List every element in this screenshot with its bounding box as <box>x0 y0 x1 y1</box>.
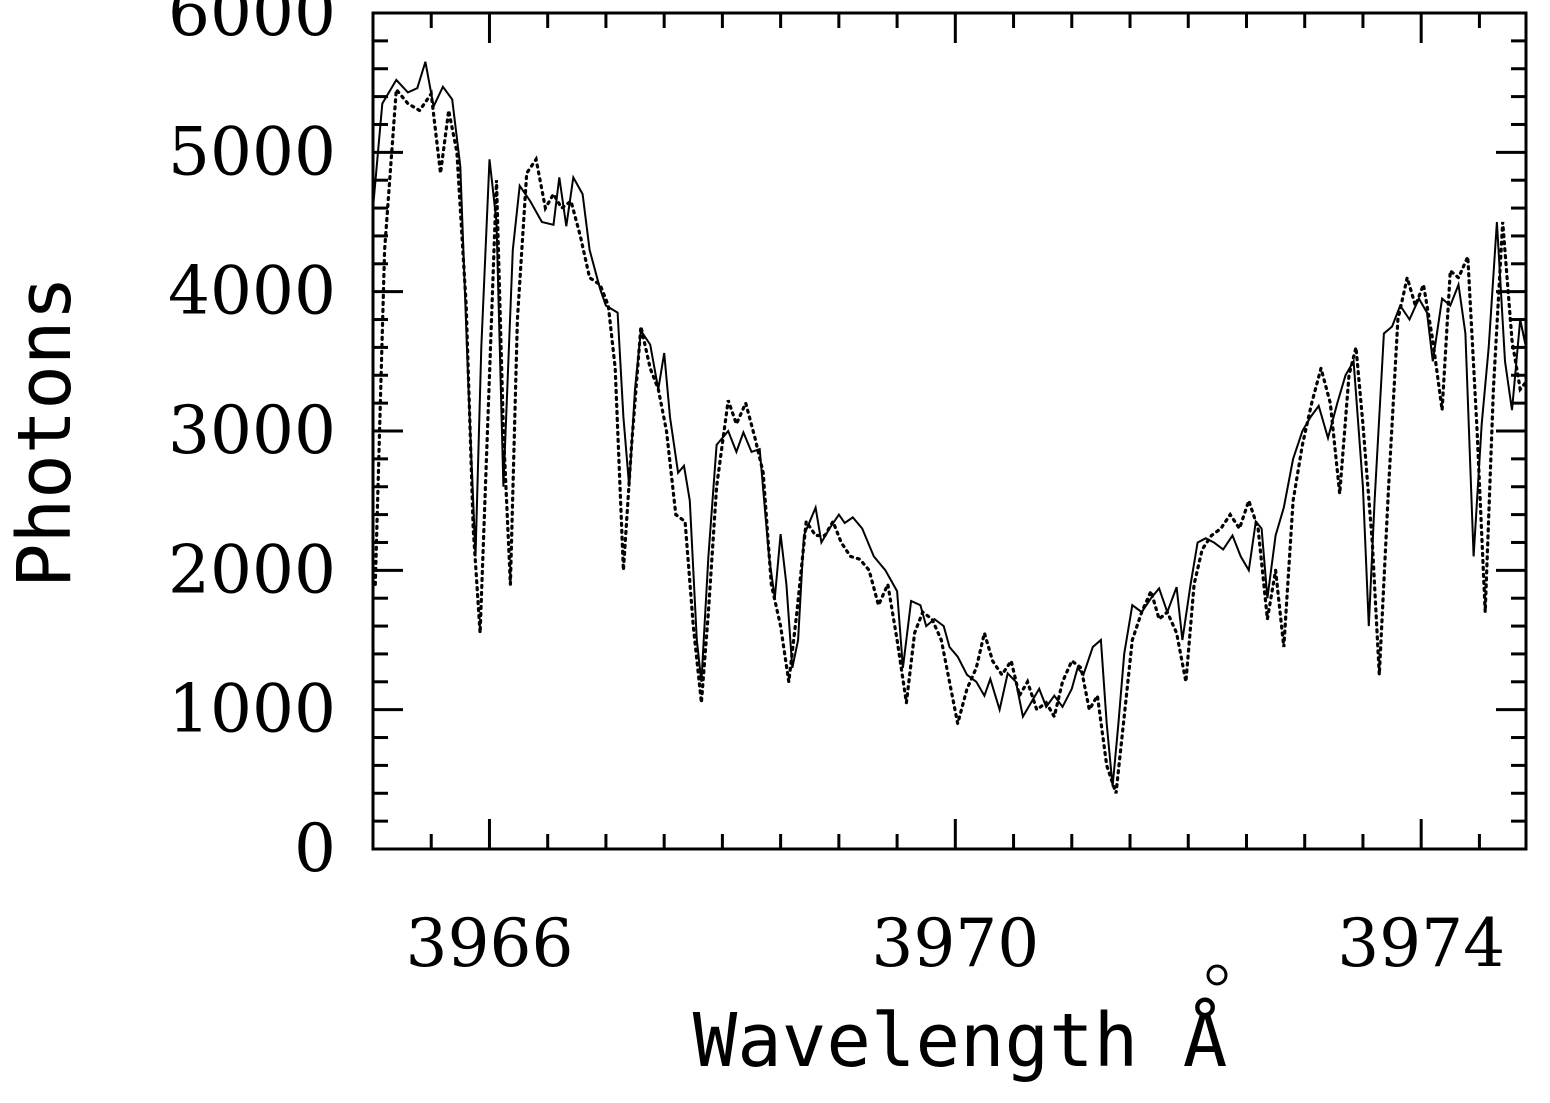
y-axis-tick-labels: 0 1000 2000 3000 4000 5000 6000 <box>168 0 336 887</box>
y-tick-label: 6000 <box>168 0 336 51</box>
plot-frame <box>371 11 1528 851</box>
x-axis-tick-labels: 3966 3970 3974 <box>405 905 1505 982</box>
y-tick-label: 4000 <box>168 253 336 330</box>
y-tick-label: 5000 <box>168 113 336 190</box>
y-axis-ticks <box>373 11 1526 851</box>
y-tick-label: 0 <box>294 810 336 887</box>
x-tick-label: 3966 <box>405 905 573 982</box>
x-tick-label: 3974 <box>1337 905 1505 982</box>
y-tick-label: 3000 <box>168 392 336 469</box>
series-dotted-line <box>373 85 1526 794</box>
y-tick-label: 1000 <box>168 671 336 748</box>
x-axis-title: Wavelength Å <box>693 996 1228 1084</box>
x-axis-ticks <box>371 13 1481 849</box>
angstrom-ring <box>1206 964 1228 986</box>
y-tick-label: 2000 <box>168 531 336 608</box>
series-solid-line <box>373 61 1526 787</box>
y-axis-title: Photons <box>2 276 88 588</box>
x-tick-label: 3970 <box>871 905 1039 982</box>
